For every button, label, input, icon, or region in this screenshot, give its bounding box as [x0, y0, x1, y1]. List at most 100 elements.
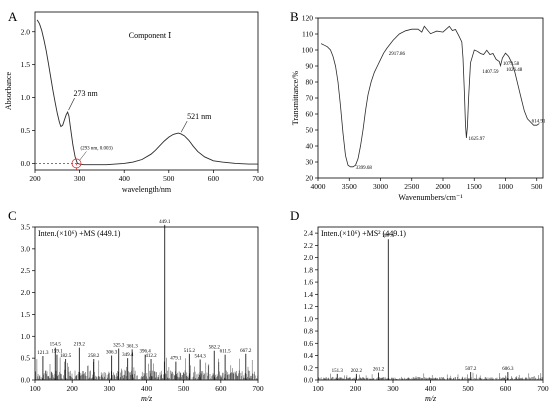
ftir-chart: 4000 3500 3000 2500 2000 1500 1000 500 20 30 40 50 6… — [291, 14, 546, 203]
ms2-x-tick-label: 500 — [462, 384, 474, 393]
ir-x-tick-label: 2500 — [404, 182, 419, 191]
ms-y-tick-label: 3.0 — [21, 244, 31, 253]
uv-peak-273-leader — [68, 97, 75, 111]
ms2-chart: 100 200 300 400 500 600 700 0.0 0.2 0.4 0.6 0.8 1.0 1… — [304, 226, 549, 403]
uv-peak-521-leader — [180, 120, 188, 133]
ms-peak-label: 219.2 — [74, 343, 86, 348]
uv-vis-chart: 200 300 400 500 600 700 0.0 0.5 1.0 1.5 2.0 Compone… — [4, 11, 264, 194]
ms-peak-label: 582.2 — [209, 346, 221, 351]
ms-peak-label: 258.2 — [88, 354, 100, 359]
uv-x-tick-label: 500 — [163, 174, 175, 183]
ms-peak-label: 479.1 — [170, 357, 182, 362]
ms-y-tick-label: 1.5 — [21, 310, 31, 319]
ms-peak-label: 159.1 — [51, 350, 63, 355]
ir-peak-label: 1079.58 — [503, 62, 520, 67]
ms-x-tick-label: 600 — [215, 384, 227, 393]
ir-peak-label: 2917.86 — [389, 52, 406, 57]
ir-y-axis-label: Transmittance/% — [291, 70, 300, 125]
ms2-y-tick-label: 2.0 — [304, 253, 314, 262]
ir-transmittance-line — [320, 25, 540, 168]
ms-peak-label: 611.5 — [220, 350, 232, 355]
uv-y-tick-label: 0.5 — [21, 126, 31, 135]
uv-chart-title: Component Ⅰ — [129, 31, 172, 40]
uv-x-tick-label: 700 — [252, 174, 264, 183]
uv-x-tick-label: 200 — [29, 174, 41, 183]
ir-x-axis-label: Wavenumbers/cm⁻¹ — [398, 193, 463, 202]
uv-x-axis-label: wavelength/nm — [122, 185, 172, 194]
ms2-peak-label: 202.2 — [351, 369, 363, 374]
uv-point-label: (293 nm, 0.003) — [80, 146, 113, 151]
uv-x-tick-label: 600 — [208, 174, 220, 183]
ms2-y-tick-label: 0.8 — [304, 327, 314, 336]
ms-peak-label: 396.4 — [140, 350, 152, 355]
panel-label-d: D — [290, 208, 299, 223]
ms2-y-tick-label: 1.4 — [304, 290, 314, 299]
ms2-y-tick-label: 0.2 — [304, 363, 314, 372]
ms-y-tick-label: 2.0 — [21, 288, 31, 297]
ms-chart: 100 200 300 400 500 600 700 0.0 0.5 1.0 1.5 2.0 2.5 3… — [21, 220, 264, 403]
ms2-noise-peaks — [318, 372, 543, 380]
ir-y-tick-label: 80 — [306, 78, 314, 87]
ms2-x-tick-label: 100 — [312, 384, 324, 393]
ms-x-axis-label: m/z — [141, 394, 153, 403]
ms-x-tick-label: 100 — [29, 384, 41, 393]
panel-label-a: A — [8, 9, 18, 24]
ir-x-tick-label: 3000 — [373, 182, 388, 191]
ir-peak-label: 1026.48 — [506, 68, 523, 73]
ms2-y-tick-label: 0.4 — [304, 351, 314, 360]
ms2-y-tick-label: 0.6 — [304, 339, 314, 348]
ms2-peak-label: 287.4 — [383, 234, 395, 239]
ir-peak-label: 614.91 — [532, 119, 546, 124]
ir-y-tick-label: 110 — [302, 30, 313, 39]
ms-y-tick-label: 3.5 — [21, 223, 31, 232]
ir-peak-label: 1407.59 — [482, 70, 499, 75]
ms-peak-label: 412.2 — [145, 354, 157, 359]
ir-y-tick-label: 50 — [306, 126, 314, 135]
ir-peak-label: 1625.97 — [468, 137, 485, 142]
ms2-plot-frame — [317, 226, 544, 381]
ms-peak-label: 667.2 — [240, 349, 252, 354]
ir-y-tick-label: 70 — [306, 94, 314, 103]
ms-peak-label: 449.1 — [159, 220, 171, 225]
ms2-y-tick-label: 0.0 — [304, 376, 314, 385]
ir-y-tick-label: 100 — [302, 46, 314, 55]
ms2-y-tick-label: 1.8 — [304, 265, 314, 274]
ir-y-tick-label: 20 — [306, 174, 314, 183]
ms-x-tick-label: 500 — [178, 384, 190, 393]
ms-noise-peaks — [35, 357, 258, 380]
ms-peak-label: 154.5 — [50, 343, 62, 348]
uv-intersection-circle — [71, 158, 82, 169]
ir-x-tick-label: 500 — [531, 182, 543, 191]
ms2-peak-label: 507.2 — [465, 367, 477, 372]
uv-y-axis-label: Absorbance — [4, 71, 13, 110]
ir-x-tick-label: 1000 — [498, 182, 513, 191]
ms2-peak-label: 261.2 — [373, 368, 385, 373]
panel-label-c: C — [8, 208, 17, 223]
ms2-y-tick-label: 1.0 — [304, 314, 314, 323]
ir-y-tick-label: 120 — [302, 14, 314, 23]
panel-label-b: B — [290, 9, 299, 24]
ir-x-tick-label: 3500 — [342, 182, 357, 191]
ms2-y-tick-label: 2.2 — [304, 241, 314, 250]
ms-y-tick-label: 0.5 — [21, 354, 31, 363]
ms2-x-axis-label: m/z — [425, 394, 437, 403]
ms2-y-tick-label: 2.4 — [304, 229, 314, 238]
ms-x-tick-label: 300 — [104, 384, 116, 393]
ir-y-tick-label: 90 — [306, 62, 314, 71]
ms2-x-tick-label: 200 — [350, 384, 362, 393]
uv-peak-273-label: 273 nm — [74, 89, 99, 98]
uv-y-tick-label: 2.0 — [21, 27, 31, 36]
uv-peak-521-label: 521 nm — [187, 112, 212, 121]
uv-x-tick-label: 300 — [74, 174, 86, 183]
ms2-y-tick-label: 1.2 — [304, 302, 314, 311]
uv-absorbance-line — [36, 19, 258, 166]
ms-x-tick-label: 700 — [252, 384, 264, 393]
ir-y-tick-label: 60 — [306, 110, 314, 119]
ms-peak-label: 121.3 — [37, 351, 49, 356]
ms-title: Inten.(×10⁶) +MS (449.1) — [38, 229, 121, 238]
uv-y-tick-label: 0.0 — [21, 159, 31, 168]
ir-x-tick-label: 2000 — [436, 182, 451, 191]
uv-y-tick-label: 1.5 — [21, 60, 31, 69]
ir-peak-label: 3399.68 — [356, 166, 373, 171]
